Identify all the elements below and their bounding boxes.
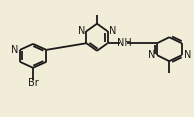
Text: Br: Br (28, 78, 38, 88)
Text: N: N (148, 50, 155, 60)
Text: N: N (78, 26, 85, 36)
Text: N: N (109, 26, 116, 36)
Text: N: N (11, 45, 19, 55)
Text: NH: NH (117, 38, 131, 48)
Text: N: N (184, 50, 191, 60)
